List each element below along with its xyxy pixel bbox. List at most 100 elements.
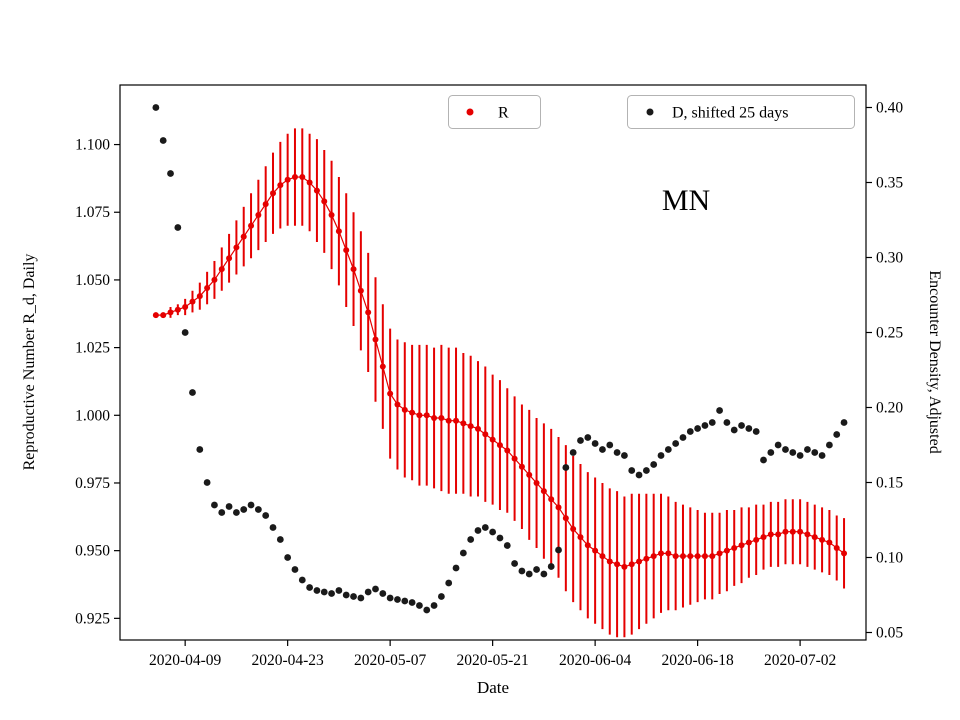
r-point — [628, 561, 635, 568]
r-point — [621, 563, 628, 570]
r-point — [357, 287, 364, 294]
d-point — [401, 597, 409, 605]
r-point — [687, 553, 694, 560]
x-tick-label: 2020-07-02 — [764, 652, 836, 669]
left-axis-title: Reproductive Number R_d, Daily — [21, 254, 38, 471]
r-point — [233, 244, 240, 251]
r-point — [189, 298, 196, 305]
d-point — [533, 566, 540, 573]
d-point — [774, 441, 782, 449]
r-point — [482, 431, 489, 438]
x-tick-label: 2020-05-07 — [354, 652, 427, 669]
d-point — [159, 137, 167, 144]
r-point — [409, 409, 416, 416]
r-point — [504, 447, 511, 454]
d-point — [430, 602, 438, 609]
d-point — [269, 524, 277, 531]
r-point — [518, 463, 525, 470]
r-point — [782, 528, 789, 535]
r-point — [533, 479, 540, 486]
d-point — [577, 437, 584, 444]
d-point — [306, 584, 314, 591]
d-point — [752, 428, 760, 435]
d-point — [225, 503, 233, 510]
r-point — [540, 488, 547, 495]
d-point — [789, 449, 797, 456]
d-point — [394, 596, 401, 603]
d-point — [467, 536, 475, 543]
d-point — [233, 509, 240, 516]
legend-r-marker-icon — [466, 108, 474, 116]
legend-r-label: R — [498, 105, 509, 122]
r-point — [577, 534, 584, 541]
d-point — [599, 446, 606, 453]
r-points-group — [152, 174, 848, 570]
r-point — [694, 553, 701, 560]
d-point — [496, 534, 504, 542]
r-point — [204, 285, 211, 292]
d-point — [408, 599, 416, 606]
d-point — [825, 441, 833, 449]
d-point — [218, 509, 226, 516]
left-tick-label: 0.925 — [75, 610, 110, 627]
d-point — [342, 591, 350, 599]
r-point — [701, 553, 708, 560]
d-point — [503, 542, 511, 549]
r-point — [562, 515, 569, 522]
r-point — [526, 471, 533, 478]
r-point — [841, 550, 848, 557]
d-point — [518, 567, 526, 575]
d-point — [840, 419, 848, 426]
d-point — [481, 524, 489, 531]
r-point — [679, 553, 686, 560]
r-point — [284, 176, 291, 183]
r-point — [745, 539, 752, 546]
d-point — [760, 456, 767, 464]
r-point — [182, 304, 189, 310]
d-point — [372, 585, 379, 593]
r-point — [174, 306, 181, 313]
d-point — [247, 501, 255, 509]
d-points-group — [152, 104, 848, 614]
d-point — [811, 449, 819, 456]
r-point — [438, 415, 445, 421]
d-point — [730, 426, 738, 434]
right-axis-ticks-group: 0.05 0.10 0.15 0.20 0.25 0.30 0.35 0.40 — [866, 100, 903, 642]
d-point — [291, 566, 299, 573]
r-point — [445, 417, 452, 424]
legend-d-marker-icon — [646, 108, 654, 116]
d-point — [489, 528, 497, 536]
d-point — [650, 461, 658, 468]
d-point — [511, 560, 518, 567]
legend-r: R — [448, 95, 541, 129]
d-point — [262, 512, 270, 519]
d-point — [313, 587, 321, 594]
r-point — [511, 455, 518, 462]
r-point — [789, 528, 796, 535]
r-point — [760, 534, 767, 541]
x-tick-label: 2020-06-18 — [661, 652, 734, 669]
d-point — [584, 434, 592, 441]
r-point — [467, 423, 474, 430]
d-point — [664, 446, 672, 453]
r-point — [240, 233, 247, 240]
state-annotation: MN — [662, 184, 710, 217]
r-point — [350, 266, 357, 273]
d-point — [211, 501, 218, 509]
d-point — [379, 590, 387, 597]
r-point — [731, 544, 738, 551]
d-point — [679, 434, 687, 441]
r-point — [255, 211, 262, 218]
r-errorbars-group — [154, 128, 846, 638]
d-point — [174, 224, 182, 231]
left-axis-ticks-group: 0.925 0.950 0.975 1.000 1.025 1.050 1.075 1.100 — [75, 137, 120, 627]
right-tick-label: 0.40 — [876, 100, 903, 117]
r-point — [548, 496, 555, 503]
r-point — [277, 182, 284, 189]
r-point — [453, 417, 460, 424]
r-point — [489, 436, 496, 443]
r-point — [379, 363, 386, 370]
left-tick-label: 1.000 — [75, 407, 110, 424]
right-tick-label: 0.05 — [876, 625, 903, 642]
left-tick-label: 1.050 — [75, 272, 110, 289]
